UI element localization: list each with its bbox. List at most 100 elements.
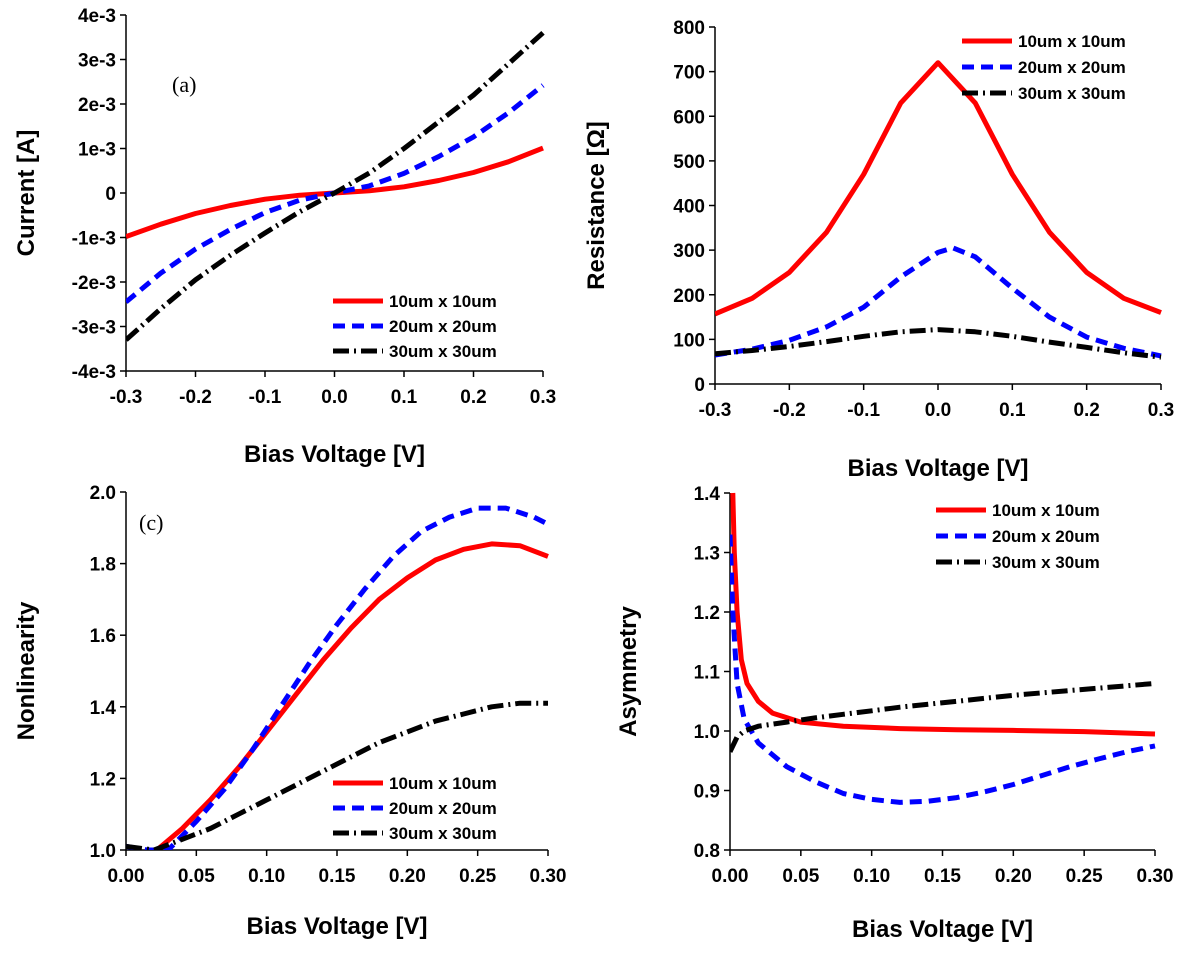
- y-tick-label: 700: [673, 63, 705, 84]
- legend: 10um x 10um 20um x 20um 30um x 30um: [962, 32, 1126, 103]
- y-axis-label: Current [A]: [13, 130, 40, 257]
- y-tick-label: 1.1: [694, 663, 721, 684]
- chart-panel-1: -0.3 -0.2 -0.1 0.0 0.1 0.2 0.3 -4e-3 -3e-3 -2e-3 -…: [13, 6, 556, 468]
- x-tick-label: 0.00: [712, 866, 749, 887]
- series-line-2: [730, 534, 1156, 805]
- legend-label: 10um x 10um: [389, 774, 497, 793]
- y-tick-label: 0.8: [694, 841, 720, 862]
- series-line-3: [715, 327, 1162, 360]
- legend-label: 10um x 10um: [1018, 32, 1126, 51]
- x-tick-label: 0.25: [459, 866, 496, 887]
- x-tick-label: -0.2: [773, 400, 806, 421]
- legend: 10um x 10um 20um x 20um 30um x 30um: [936, 501, 1100, 572]
- x-axis-label: Bias Voltage [V]: [848, 455, 1029, 482]
- series-line-2: [715, 245, 1162, 359]
- y-tick-label: -4e-3: [72, 362, 116, 383]
- x-tick-label: -0.1: [249, 387, 282, 408]
- y-tick-label: 100: [673, 330, 705, 351]
- y-tick-label: 1.3: [694, 544, 720, 565]
- y-tick-label: 2e-3: [78, 95, 116, 116]
- legend-label: 30um x 30um: [992, 553, 1100, 572]
- legend-label: 20um x 20um: [1018, 58, 1126, 77]
- y-tick-label: 0.9: [694, 782, 720, 803]
- x-tick-label: 0.0: [925, 400, 951, 421]
- x-tick-label: 0.20: [389, 866, 426, 887]
- x-tick-label: 0.10: [853, 866, 890, 887]
- chart-panel-4: 0.00 0.05 0.10 0.15 0.20 0.25 0.30 0.8 0.9 1.0 1.1…: [615, 484, 1173, 943]
- legend-label: 30um x 30um: [389, 342, 497, 361]
- x-tick-label: 0.20: [995, 866, 1032, 887]
- y-tick-label: -3e-3: [72, 318, 116, 339]
- legend-label: 20um x 20um: [992, 527, 1100, 546]
- legend-label: 20um x 20um: [389, 799, 497, 818]
- x-tick-label: 0.15: [319, 866, 356, 887]
- legend-label: 20um x 20um: [389, 317, 497, 336]
- y-tick-label: 0: [105, 184, 116, 205]
- y-tick-label: 300: [673, 241, 705, 262]
- y-tick-label: 1.8: [90, 555, 116, 576]
- y-tick-label: 1.2: [90, 769, 116, 790]
- panel-label: (a): [172, 72, 196, 97]
- series-line-1: [715, 60, 1162, 317]
- y-tick-label: 0: [694, 375, 705, 396]
- chart-panel-3: 0.00 0.05 0.10 0.15 0.20 0.25 0.30 1.0 1.2 1.4 1.6…: [13, 483, 566, 940]
- chart-panel-2: -0.3 -0.2 -0.1 0.0 0.1 0.2 0.3 0 100 200 300 400 500…: [583, 18, 1174, 482]
- series-line-1: [155, 541, 549, 850]
- legend-label: 30um x 30um: [389, 824, 497, 843]
- legend-label: 10um x 10um: [389, 292, 497, 311]
- y-tick-label: 200: [673, 286, 705, 307]
- series-line-1: [730, 492, 1156, 737]
- y-tick-label: 1.6: [90, 626, 116, 647]
- x-tick-label: 0.0: [321, 387, 347, 408]
- x-tick-label: 0.05: [782, 866, 819, 887]
- series-line-3: [730, 680, 1156, 753]
- panel-label: (c): [139, 510, 163, 535]
- x-tick-label: 0.10: [248, 866, 285, 887]
- x-tick-label: 0.1: [999, 400, 1026, 421]
- x-tick-label: -0.3: [110, 387, 143, 408]
- x-tick-label: -0.1: [847, 400, 880, 421]
- x-tick-label: 0.15: [924, 866, 961, 887]
- y-tick-label: 1.4: [90, 698, 117, 719]
- legend-label: 10um x 10um: [992, 501, 1100, 520]
- y-tick-label: 800: [673, 18, 705, 39]
- y-tick-label: 400: [673, 197, 705, 218]
- y-axis-label: Nonlinearity: [13, 601, 40, 740]
- series-line-2: [126, 505, 550, 850]
- series-line-3: [126, 30, 545, 342]
- legend: 10um x 10um 20um x 20um 30um x 30um: [333, 292, 497, 361]
- y-tick-label: 3e-3: [78, 51, 116, 72]
- x-tick-label: 0.00: [108, 866, 145, 887]
- x-tick-label: 0.1: [391, 387, 418, 408]
- y-tick-label: 1.2: [694, 603, 720, 624]
- y-tick-label: 4e-3: [78, 6, 116, 27]
- y-tick-label: -2e-3: [72, 273, 116, 294]
- x-tick-label: 0.05: [178, 866, 215, 887]
- series-line-3: [126, 700, 548, 850]
- legend-label: 30um x 30um: [1018, 84, 1126, 103]
- x-tick-label: 0.3: [1148, 400, 1174, 421]
- y-tick-label: 600: [673, 107, 705, 128]
- y-tick-label: 2.0: [90, 483, 116, 504]
- x-tick-label: 0.2: [460, 387, 486, 408]
- y-tick-label: 1e-3: [78, 140, 116, 161]
- y-axis-label: Asymmetry: [615, 605, 642, 736]
- y-tick-label: 1.0: [90, 841, 116, 862]
- x-tick-label: 0.3: [530, 387, 556, 408]
- x-tick-label: 0.2: [1073, 400, 1099, 421]
- y-tick-label: 500: [673, 152, 705, 173]
- x-tick-label: 0.30: [1137, 866, 1174, 887]
- y-axis-label: Resistance [Ω]: [583, 121, 610, 290]
- x-tick-label: 0.30: [530, 866, 567, 887]
- y-tick-label: 1.4: [694, 484, 721, 505]
- y-tick-label: -1e-3: [72, 229, 116, 250]
- x-tick-label: 0.25: [1066, 866, 1103, 887]
- x-axis-label: Bias Voltage [V]: [852, 916, 1033, 943]
- x-axis-label: Bias Voltage [V]: [244, 441, 425, 468]
- x-tick-label: -0.2: [179, 387, 212, 408]
- x-axis-label: Bias Voltage [V]: [247, 913, 428, 940]
- y-tick-label: 1.0: [694, 722, 720, 743]
- legend: 10um x 10um 20um x 20um 30um x 30um: [333, 774, 497, 843]
- x-tick-label: -0.3: [699, 400, 732, 421]
